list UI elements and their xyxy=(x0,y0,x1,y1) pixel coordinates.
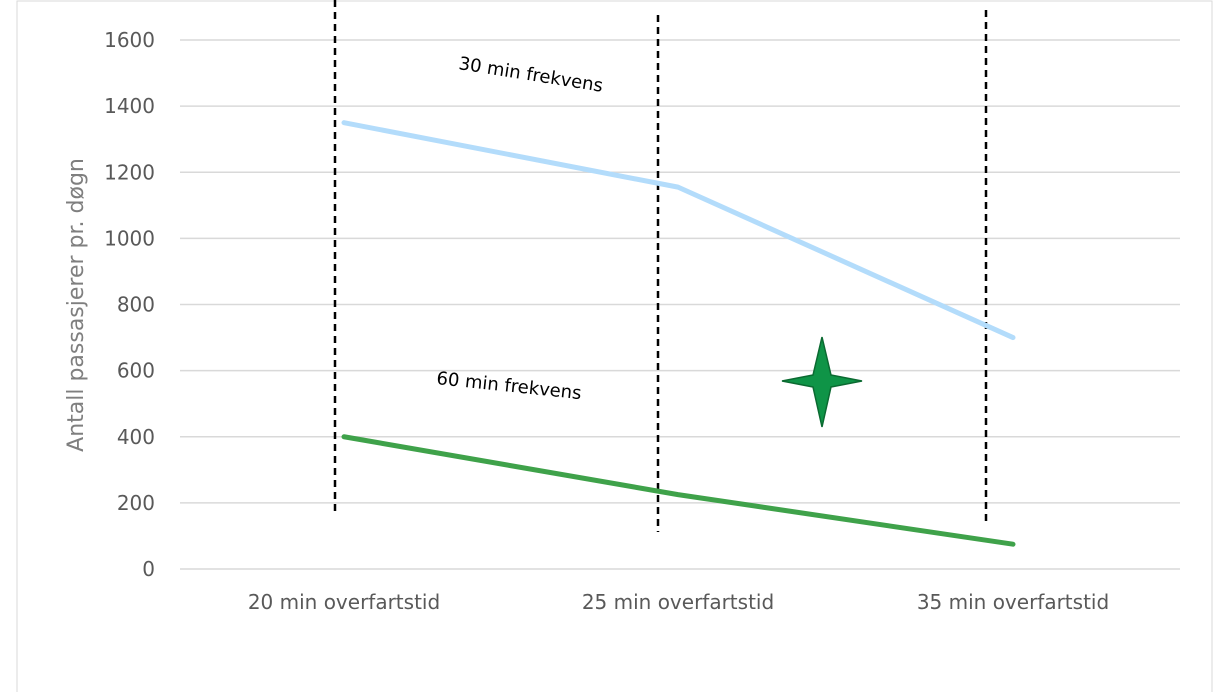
chart-border xyxy=(17,1,1212,692)
x-tick-label: 20 min overfartstid xyxy=(248,590,440,614)
x-tick-label: 35 min overfartstid xyxy=(917,590,1109,614)
y-tick-label: 400 xyxy=(117,425,155,449)
y-tick-label: 0 xyxy=(142,557,155,581)
y-tick-label: 800 xyxy=(117,293,155,317)
y-tick-label: 1400 xyxy=(104,94,155,118)
y-tick-label: 1000 xyxy=(104,226,155,250)
x-tick-label: 25 min overfartstid xyxy=(582,590,774,614)
y-tick-label: 1600 xyxy=(104,28,155,52)
y-tick-label: 600 xyxy=(117,359,155,383)
y-tick-label: 200 xyxy=(117,491,155,515)
y-tick-label: 1200 xyxy=(104,160,155,184)
y-axis-title: Antall passasjerer pr. døgn xyxy=(64,158,89,452)
x-axis-ticks: 20 min overfartstid 25 min overfartstid 35… xyxy=(248,590,1109,614)
